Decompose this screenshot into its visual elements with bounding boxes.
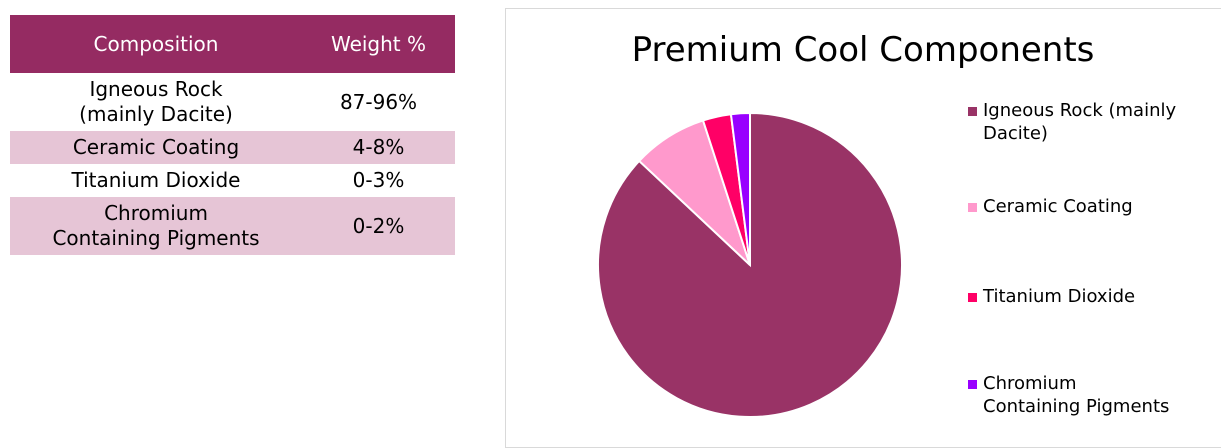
table-cell: Titanium Dioxide (71, 168, 241, 192)
table-row: Chromium Containing Pigments 0-2% (10, 197, 455, 255)
page: Composition Weight % Igneous Rock (mainl… (10, 8, 1221, 448)
table-row: Ceramic Coating 4-8% (10, 131, 455, 164)
table-cell: Chromium Containing Pigments (10, 197, 302, 255)
legend-entry: Chromium Containing Pigments (968, 372, 1169, 419)
legend-swatch (968, 107, 977, 116)
pie-slice (597, 111, 903, 418)
table-cell: 87-96% (339, 89, 418, 114)
legend-swatch (968, 380, 977, 389)
table-row: Titanium Dioxide 0-3% (10, 164, 455, 197)
header-row: Composition Weight % (10, 15, 455, 73)
chart-title: Premium Cool Components (631, 30, 1095, 70)
legend-swatch (968, 203, 977, 212)
table-cell: 4-8% (302, 131, 455, 164)
legend-entry: Igneous Rock (mainly Dacite) (968, 99, 1176, 146)
table-row: Igneous Rock (mainly Dacite) 87-96% (10, 73, 455, 131)
table-cell: 0-2% (302, 197, 455, 255)
table-cell: 0-3% (352, 168, 405, 192)
table-cell: Ceramic Coating (10, 131, 302, 164)
table-cell: Igneous Rock (mainly Dacite) (79, 77, 233, 126)
legend-entry: Ceramic Coating (968, 195, 1133, 218)
legend-swatch (968, 293, 977, 302)
pie-chart (597, 111, 903, 418)
composition-table: Composition Weight % Igneous Rock (mainl… (10, 15, 455, 255)
header-cell: Composition (10, 15, 302, 73)
pie-slice (729, 111, 751, 266)
legend-entry: Titanium Dioxide (968, 285, 1135, 308)
header-cell: Weight % (302, 15, 455, 73)
